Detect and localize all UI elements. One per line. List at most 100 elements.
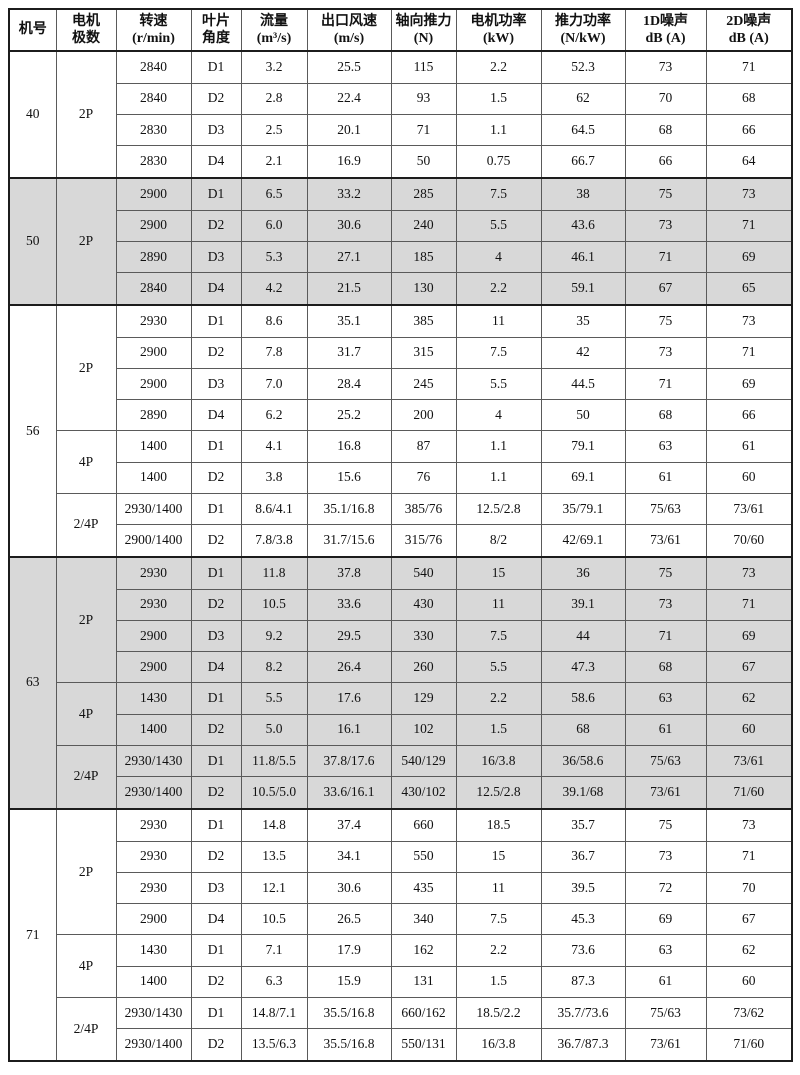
data-cell: 11 [455,303,542,338]
table-row: 2900 D2 7.8 31.7 315 7.5 42 73 71 [9,336,793,369]
motor-poles-cell: 2/4P [55,744,117,810]
data-cell: 45.3 [540,903,626,936]
data-cell: 46.1 [540,240,626,274]
table-row: 2930/1400 D2 13.5/6.3 35.5/16.8 550/131 16/3.… [9,1028,793,1062]
data-cell: 2830 [115,145,192,179]
fan-spec-table: 机号 电机 极数 转速 (r/min) 叶片 角度 流量 (m³/s) 出口风速 (m/s) 轴向推力… [8,8,793,1062]
data-cell: 73 [624,588,707,621]
data-cell: D1 [190,303,242,338]
data-cell: 39.1 [540,588,626,621]
data-cell: 2.1 [240,145,308,179]
data-cell: 71 [624,619,707,653]
column-header-7: 电机功率 (kW) [455,8,542,52]
data-cell: 2930/1400 [115,1028,192,1062]
data-cell: 39.5 [540,871,626,905]
data-cell: 4.1 [240,430,308,463]
data-cell: 435 [390,871,457,905]
data-cell: 4 [455,399,542,432]
data-cell: 5.0 [240,713,308,746]
data-cell: 75/63 [624,492,707,526]
data-cell: 71 [705,588,793,621]
data-cell: 72 [624,871,707,905]
data-cell: 35.7 [540,807,626,842]
data-cell: 162 [390,934,457,967]
data-cell: 34.1 [306,840,392,873]
data-cell: 73/61 [705,492,793,526]
data-cell: 60 [705,965,793,998]
motor-poles-cell: 4P [55,430,117,494]
data-cell: 13.5 [240,840,308,873]
motor-poles-cell: 2P [55,176,117,306]
table-row: 2900 D2 6.0 30.6 240 5.5 43.6 73 71 [9,209,793,242]
column-header-6: 轴向推力 (N) [390,8,457,52]
data-cell: 540/129 [390,744,457,778]
machine-number-cell: 50 [8,176,57,306]
data-cell: 69.1 [540,461,626,494]
data-cell: 11 [455,588,542,621]
data-cell: 2930 [115,807,192,842]
data-cell: D1 [190,492,242,526]
header-line: 轴向推力 [395,13,452,29]
data-cell: 68 [624,113,707,147]
data-cell: 8/2 [455,524,542,558]
table-row: 2840 D2 2.8 22.4 93 1.5 62 70 68 [9,82,793,115]
data-cell: 115 [390,49,457,84]
data-cell: 73/61 [624,1028,707,1062]
data-cell: D2 [190,82,242,115]
data-cell: 11.8/5.5 [240,744,308,778]
table-row: 4P 1430 D1 5.5 17.6 129 2.2 58.6 63 62 [9,682,793,746]
data-cell: 71/60 [705,1028,793,1062]
data-cell: 71 [705,209,793,242]
table-row: 2/4P 2930/1430 D1 11.8/5.5 37.8/17.6 540/129 1… [9,744,793,810]
data-cell: 66.7 [540,145,626,179]
data-cell: 14.8/7.1 [240,996,308,1030]
data-cell: 2930 [115,555,192,590]
data-cell: 2.5 [240,113,308,147]
table-body: 40 2P 2840 D1 3.2 25.5 115 2.2 52.3 73 71 2840 D2 2.8… [8,49,793,1062]
data-cell: 67 [624,272,707,306]
data-cell: 60 [705,461,793,494]
data-cell: 39.1/68 [540,776,626,810]
data-cell: 12.5/2.8 [455,492,542,526]
data-cell: 69 [624,903,707,936]
data-cell: 30.6 [306,871,392,905]
data-cell: 1400 [115,965,192,998]
data-cell: 20.1 [306,113,392,147]
data-cell: 75/63 [624,744,707,778]
data-cell: 1400 [115,461,192,494]
data-cell: 1.5 [455,713,542,746]
data-cell: D3 [190,619,242,653]
data-cell: 59.1 [540,272,626,306]
table-header: 机号 电机 极数 转速 (r/min) 叶片 角度 流量 (m³/s) 出口风速 (m/s) 轴向推力… [8,8,793,52]
column-header-3: 叶片 角度 [190,8,242,52]
data-cell: 1.1 [455,430,542,463]
data-cell: 2.8 [240,82,308,115]
data-cell: 73/61 [624,776,707,810]
machine-number-cell: 71 [8,807,57,1062]
data-cell: 129 [390,682,457,715]
data-cell: D4 [190,651,242,684]
data-cell: D4 [190,272,242,306]
table-row: 1400 D2 3.8 15.6 76 1.1 69.1 61 60 [9,461,793,494]
data-cell: D4 [190,399,242,432]
data-cell: 11.8 [240,555,308,590]
data-cell: 63 [624,934,707,967]
data-cell: 16/3.8 [455,1028,542,1062]
data-cell: 10.5 [240,903,308,936]
data-cell: 5.5 [455,651,542,684]
data-cell: 4.2 [240,272,308,306]
data-cell: D2 [190,1028,242,1062]
data-cell: 2890 [115,399,192,432]
data-cell: 550/131 [390,1028,457,1062]
data-cell: 61 [624,713,707,746]
data-cell: 71 [705,840,793,873]
data-cell: 44 [540,619,626,653]
data-cell: 58.6 [540,682,626,715]
data-cell: 1.5 [455,965,542,998]
data-cell: 63 [624,430,707,463]
data-cell: 2840 [115,272,192,306]
data-cell: 18.5 [455,807,542,842]
data-cell: 15.6 [306,461,392,494]
data-cell: 1430 [115,934,192,967]
data-cell: 35.1 [306,303,392,338]
